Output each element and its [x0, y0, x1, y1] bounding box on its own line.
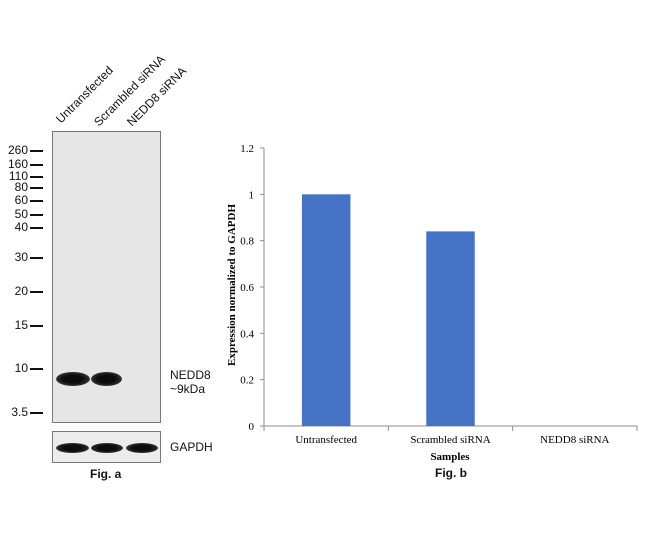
mw-tick — [30, 257, 43, 259]
mw-tick — [30, 176, 43, 178]
gapdh-label: GAPDH — [170, 440, 213, 454]
y-tick-label: 1.2 — [240, 143, 254, 155]
x-tick-labels: Untransfected Scrambled siRNA NEDD8 siRNA — [295, 434, 609, 446]
y-tick-label: 0.8 — [240, 236, 254, 248]
mw-marker-15: 15 — [14, 318, 28, 332]
x-tick-label: NEDD8 siRNA — [540, 434, 609, 446]
y-tick-label: 0 — [249, 421, 255, 433]
y-tick-labels: 0 0.2 0.4 0.6 0.8 1 1.2 — [240, 143, 254, 433]
band-label-nedd8: NEDD8 — [170, 368, 211, 382]
gapdh-band-2 — [91, 443, 123, 453]
bar-untransfected — [301, 194, 351, 426]
chart-bars — [301, 194, 475, 426]
nedd8-band-untransfected — [56, 372, 90, 386]
gapdh-blot-panel — [52, 431, 161, 463]
x-axis-label: Samples — [430, 451, 470, 463]
nedd8-band-scrambled — [91, 372, 122, 386]
mw-marker-40: 40 — [14, 220, 28, 234]
mw-tick — [30, 325, 43, 327]
mw-tick — [30, 214, 43, 216]
y-tick-label: 0.6 — [240, 282, 254, 294]
y-tick-label: 0.2 — [240, 375, 254, 387]
mw-tick — [30, 200, 43, 202]
gapdh-band-3 — [126, 443, 158, 453]
mw-marker-60: 60 — [14, 193, 28, 207]
fig-a-caption: Fig. a — [90, 467, 122, 481]
mw-marker-30: 30 — [14, 250, 28, 264]
mw-tick — [30, 150, 43, 152]
mw-tick — [30, 412, 43, 414]
mw-tick — [30, 368, 43, 370]
band-label-size: ~9kDa — [170, 382, 206, 396]
x-tick-label: Untransfected — [295, 434, 357, 446]
mw-tick — [30, 164, 43, 166]
bar-scrambled-sirna — [426, 231, 475, 426]
mw-marker-50: 50 — [14, 207, 28, 221]
mw-tick — [30, 227, 43, 229]
mw-marker-110: 110 — [8, 169, 28, 183]
mw-marker-80: 80 — [14, 180, 28, 194]
mw-marker-3-5: 3.5 — [11, 405, 28, 419]
y-tick-label: 0.4 — [240, 328, 254, 340]
nedd8-blot-panel — [52, 131, 161, 423]
mw-marker-260: 260 — [7, 143, 28, 157]
mw-tick — [30, 187, 43, 189]
mw-marker-20: 20 — [14, 284, 28, 298]
y-tick-label: 1 — [249, 189, 255, 201]
y-axis-label: Expression normalized to GAPDH — [226, 204, 238, 366]
mw-marker-160: 160 — [7, 157, 28, 171]
x-tick-label: Scrambled siRNA — [410, 434, 490, 446]
mw-tick — [30, 291, 43, 293]
mw-marker-10: 10 — [14, 361, 28, 375]
fig-b-caption: Fig. b — [435, 466, 467, 480]
gapdh-band-1 — [56, 443, 89, 453]
